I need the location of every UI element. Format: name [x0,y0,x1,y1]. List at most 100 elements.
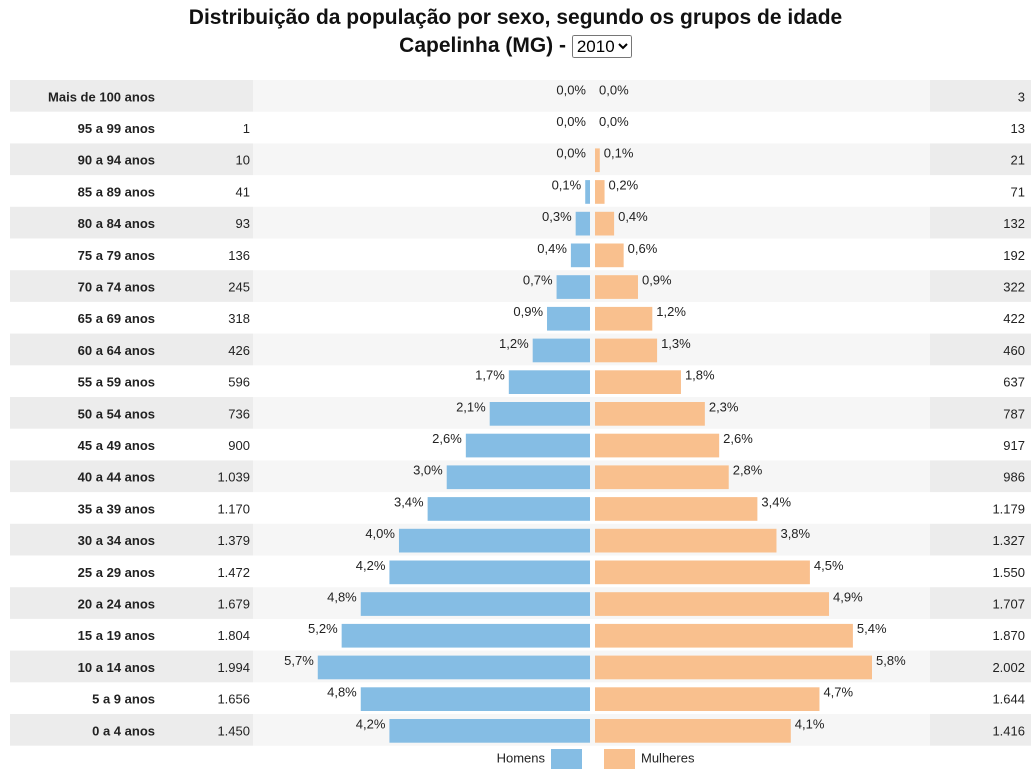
count-label: 3 [1018,89,1025,104]
value-label: 0,4% [618,209,648,224]
count-label: 1.550 [992,565,1025,580]
value-label: 3,8% [780,526,810,541]
row-band [253,333,930,366]
row-band [253,714,930,746]
bar [595,433,720,458]
bar [360,687,590,711]
count-label: 1.416 [992,723,1025,738]
age-label: 90 a 94 anos [78,153,155,168]
value-label: 0,9% [642,272,672,287]
value-label: 0,4% [537,241,567,256]
bar [595,719,791,743]
value-label: 2,1% [456,399,486,414]
bar [595,528,777,553]
value-label: 4,0% [365,526,395,541]
value-label: 4,8% [327,685,357,700]
bar [317,655,590,680]
count-label: 10 [236,153,250,168]
chart-title: Distribuição da população por sexo, segu… [188,6,843,29]
value-label: 3,4% [394,494,424,509]
bar [595,623,853,648]
row-band [930,270,1031,302]
bar [595,275,638,299]
count-label: 21 [1011,153,1025,168]
bar [446,465,590,490]
bar [389,560,590,585]
bar [570,243,590,268]
bar [465,433,590,458]
count-label: 318 [228,311,250,326]
row-band [930,650,1031,683]
age-label: 30 a 34 anos [78,533,155,548]
header: Distribuição da população por sexo, segu… [0,4,1031,60]
bar [595,497,758,521]
bar [489,402,590,426]
age-label: 55 a 59 anos [78,375,155,390]
year-select[interactable]: 2010 [571,34,632,58]
count-label: 322 [1003,279,1025,294]
bar [595,180,605,204]
count-label: 1.656 [217,692,250,707]
value-label: 4,1% [795,716,825,731]
row-band [10,650,253,683]
row-band [930,333,1031,366]
age-label: 75 a 79 anos [78,248,155,263]
legend-swatch [551,749,582,769]
count-label: 1.804 [217,628,250,643]
count-label: 1.870 [992,628,1025,643]
age-label: 10 a 14 anos [78,660,155,675]
count-label: 93 [236,216,250,231]
value-label: 2,6% [723,431,753,446]
value-label: 1,7% [475,368,505,383]
bar [595,687,820,711]
value-label: 0,0% [599,82,629,97]
value-label: 0,2% [609,177,639,192]
bar [595,560,810,585]
bar [595,655,872,680]
bar [595,211,615,236]
row-band [930,80,1031,112]
age-label: 5 a 9 anos [92,692,155,707]
bar [595,243,624,268]
value-label: 2,3% [709,399,739,414]
age-label: 20 a 24 anos [78,596,155,611]
row-band [253,206,930,239]
row-band [930,397,1031,429]
count-label: 132 [1003,216,1025,231]
bar [595,306,653,331]
count-label: 245 [228,279,250,294]
value-label: 4,7% [823,685,853,700]
age-label: 40 a 44 anos [78,470,155,485]
row-band [930,143,1031,176]
value-label: 5,2% [308,621,338,636]
legend-label: Mulheres [641,750,695,765]
count-label: 736 [228,406,250,421]
row-band [10,143,253,176]
value-label: 0,9% [513,304,543,319]
bar [595,148,600,173]
row-band [10,333,253,366]
row-band [10,523,253,556]
row-band [253,80,930,112]
count-label: 986 [1003,470,1025,485]
value-label: 0,1% [604,146,634,161]
value-label: 2,6% [432,431,462,446]
bar [341,623,590,648]
legend-swatch [604,749,635,769]
count-label: 1.327 [992,533,1025,548]
count-label: 192 [1003,248,1025,263]
count-label: 41 [236,184,250,199]
bar [556,275,590,299]
count-label: 1.472 [217,565,250,580]
value-label: 0,6% [628,241,658,256]
count-label: 917 [1003,438,1025,453]
row-band [253,397,930,429]
bar [532,338,590,363]
value-label: 0,7% [523,272,553,287]
value-label: 5,8% [876,653,906,668]
row-band [10,460,253,493]
bar [547,306,590,331]
bar [398,528,590,553]
count-label: 460 [1003,343,1025,358]
row-band [930,460,1031,493]
